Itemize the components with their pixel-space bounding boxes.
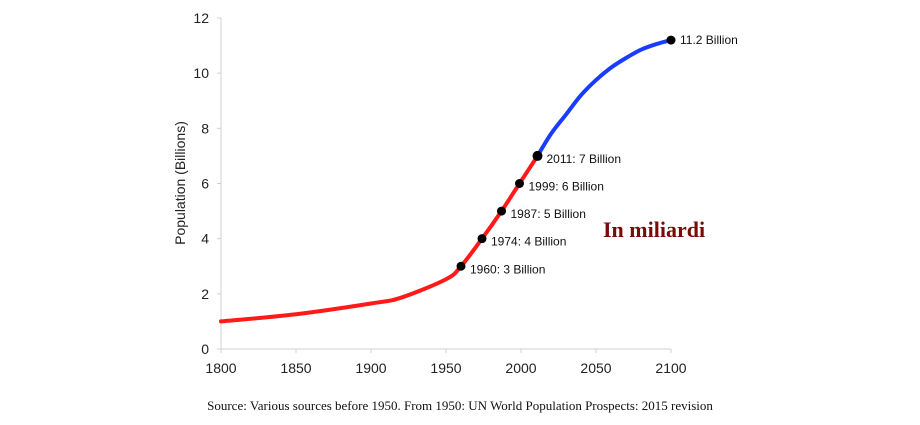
- x-tick-label: 1950: [430, 360, 461, 376]
- data-point: [515, 179, 524, 188]
- data-point: [477, 234, 487, 244]
- data-point-label: 1999: 6 Billion: [529, 180, 604, 194]
- y-tick-label: 0: [201, 341, 209, 357]
- source-note: Source: Various sources before 1950. Fro…: [207, 398, 713, 413]
- y-tick-label: 8: [201, 120, 209, 136]
- x-tick-label: 2100: [655, 360, 686, 376]
- x-tick-label: 1800: [205, 360, 236, 376]
- annotation-in-miliardi: In miliardi: [603, 217, 705, 242]
- data-point: [497, 206, 506, 216]
- x-tick-label: 2000: [505, 360, 536, 376]
- y-tick-label: 6: [201, 176, 209, 192]
- x-tick-label: 2050: [580, 360, 611, 376]
- y-axis-label: Population (Billions): [172, 121, 188, 245]
- data-point: [456, 261, 466, 271]
- y-tick-label: 10: [193, 65, 209, 81]
- data-point-label: 2011: 7 Billion: [547, 152, 622, 166]
- data-point: [666, 35, 676, 45]
- y-tick-label: 2: [201, 286, 209, 302]
- data-point-label: 1974: 4 Billion: [491, 235, 566, 249]
- series-line-projection: [535, 38, 673, 158]
- y-tick-label: 12: [193, 10, 209, 26]
- series-line-historical: [219, 153, 540, 324]
- data-point-label: 11.2 Billion: [680, 33, 738, 47]
- data-point-label: 1960: 3 Billion: [470, 262, 545, 276]
- y-tick-label: 4: [201, 231, 209, 247]
- data-point-label: 1987: 5 Billion: [511, 207, 586, 221]
- x-tick-label: 1850: [280, 360, 311, 376]
- data-point: [532, 150, 543, 161]
- x-tick-label: 1900: [355, 360, 386, 376]
